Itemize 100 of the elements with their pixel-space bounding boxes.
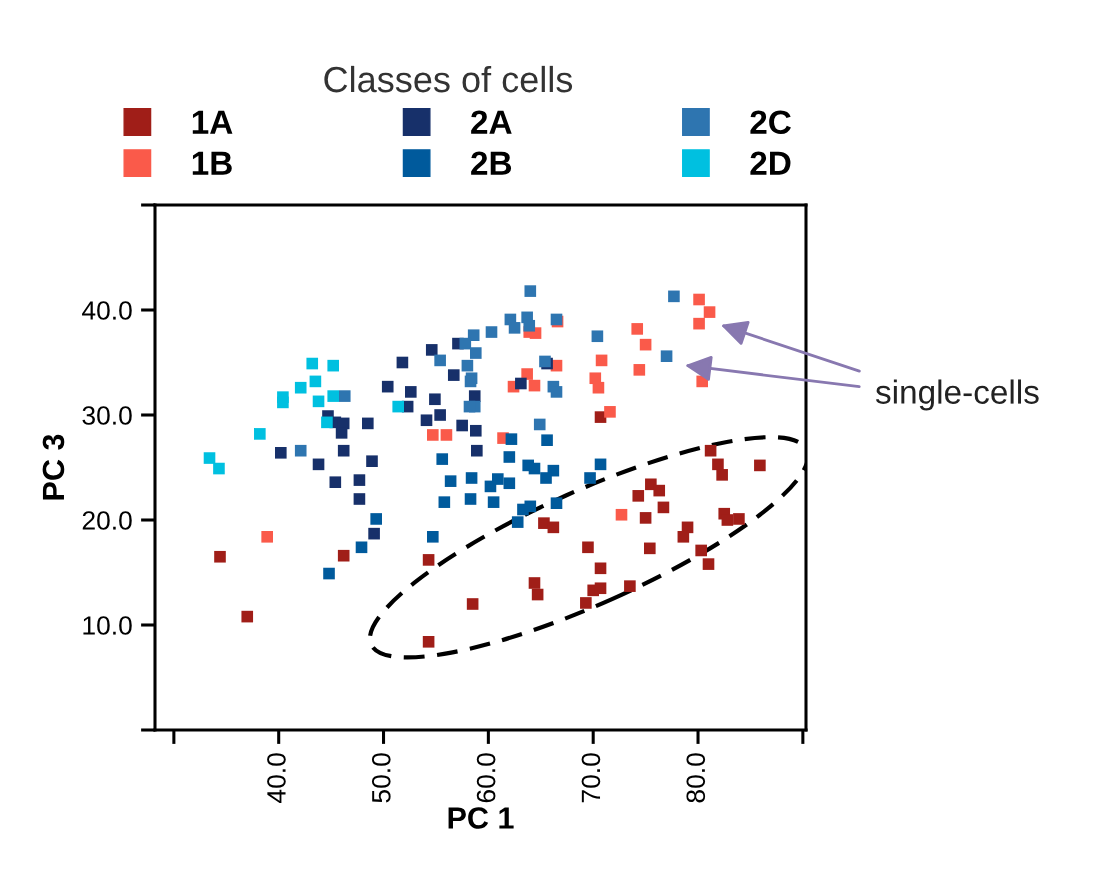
point (712, 458, 724, 471)
point (547, 521, 560, 534)
point (422, 635, 435, 648)
y-tick-label: 10.0 (83, 616, 132, 635)
point (592, 381, 605, 394)
point (624, 580, 636, 592)
point (580, 597, 592, 609)
point (639, 338, 652, 351)
point (584, 472, 596, 484)
point (657, 501, 670, 514)
text: single-cells (875, 379, 1039, 411)
y-tick-label: 30.0 (82, 406, 132, 425)
point (631, 323, 644, 335)
point (487, 496, 500, 508)
point (426, 530, 439, 543)
point (321, 416, 333, 429)
point (337, 549, 350, 562)
point (294, 381, 307, 394)
point (515, 377, 527, 390)
point (653, 484, 666, 497)
point (721, 514, 734, 526)
point (468, 390, 481, 402)
x-tick-label: 50.0 (371, 753, 391, 803)
point (368, 527, 380, 540)
legend-label: 1B (192, 151, 232, 175)
point (434, 409, 446, 421)
point (203, 452, 216, 464)
point (754, 459, 766, 472)
point (703, 306, 716, 318)
point (528, 577, 541, 589)
point (426, 429, 439, 441)
point (440, 429, 453, 441)
point (469, 424, 482, 437)
point (541, 434, 553, 447)
point (355, 541, 368, 554)
legend-title: Classes of cells (324, 65, 573, 93)
point (633, 364, 646, 376)
point (213, 462, 225, 475)
point (505, 433, 518, 445)
point (485, 326, 498, 338)
point (392, 400, 405, 413)
point (422, 554, 435, 566)
point (465, 472, 478, 484)
point (484, 480, 497, 493)
x-axis-title: PC 1 (448, 807, 514, 829)
point (429, 393, 441, 406)
point (312, 458, 325, 471)
point (716, 469, 728, 481)
point (353, 493, 366, 505)
point (469, 347, 482, 359)
point (214, 550, 226, 563)
point (444, 475, 457, 487)
point (540, 472, 552, 484)
point (464, 493, 477, 505)
point (241, 610, 254, 623)
point (456, 419, 468, 432)
point (459, 337, 472, 350)
point (594, 562, 607, 575)
point (591, 330, 604, 343)
legend-label: 2C (750, 110, 791, 135)
point (447, 369, 460, 381)
point (533, 418, 546, 431)
point (693, 317, 705, 330)
point (329, 476, 342, 489)
legend-label: 1A (192, 110, 233, 134)
point (677, 530, 690, 543)
point (524, 285, 537, 297)
point (524, 500, 537, 513)
point (632, 490, 645, 502)
point (643, 542, 656, 555)
point (338, 390, 351, 402)
point (294, 444, 307, 457)
point (595, 354, 608, 367)
point (261, 530, 273, 543)
point (604, 406, 616, 418)
point (337, 444, 350, 457)
point (467, 329, 480, 342)
point (425, 344, 438, 356)
point (362, 417, 374, 430)
point (353, 474, 366, 486)
point (438, 496, 451, 508)
point (521, 368, 533, 380)
point (660, 350, 673, 363)
legend-label: 2D (750, 151, 791, 175)
point (381, 380, 394, 393)
point (274, 446, 287, 459)
legend-label: 2A (471, 110, 512, 134)
point (309, 375, 322, 388)
point (461, 359, 474, 372)
point (668, 290, 680, 303)
point (594, 458, 607, 471)
point (277, 396, 289, 409)
point (335, 427, 348, 439)
point (366, 455, 378, 468)
point (704, 444, 717, 457)
y-tick-label: 40.0 (82, 301, 132, 320)
point (531, 588, 544, 601)
point (508, 322, 521, 334)
point (323, 567, 335, 580)
point (254, 428, 266, 440)
